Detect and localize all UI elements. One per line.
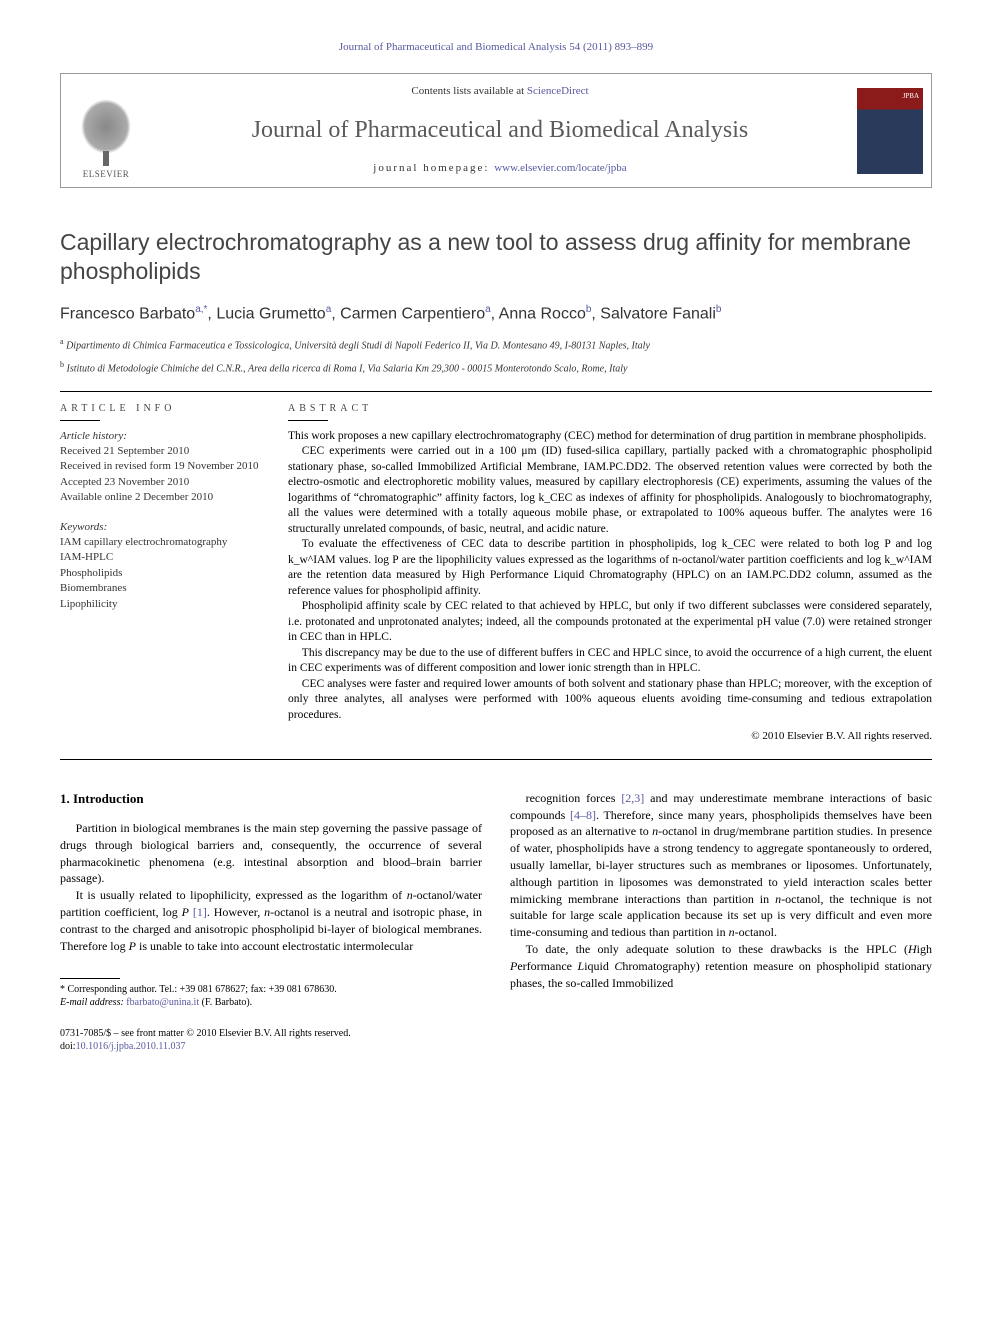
email-who: (F. Barbato). xyxy=(202,997,253,1008)
section-divider xyxy=(60,759,932,760)
corresponding-footnote: * Corresponding author. Tel.: +39 081 67… xyxy=(60,983,482,1009)
author-list: Francesco Barbatoa,*, Lucia Grumettoa, C… xyxy=(60,303,932,326)
email-address[interactable]: fbarbato@unina.it xyxy=(126,997,199,1008)
article-info-column: article info Article history: Received 2… xyxy=(60,402,260,745)
email-line: E-mail address: fbarbato@unina.it (F. Ba… xyxy=(60,996,482,1009)
abstract-paragraph: Phospholipid affinity scale by CEC relat… xyxy=(288,599,932,646)
doi-value[interactable]: 10.1016/j.jpba.2010.11.037 xyxy=(76,1041,186,1052)
elsevier-label: ELSEVIER xyxy=(71,168,141,181)
abstract-paragraph: CEC experiments were carried out in a 10… xyxy=(288,444,932,537)
keyword: Phospholipids xyxy=(60,566,260,581)
body-paragraph: To date, the only adequate solution to t… xyxy=(510,941,932,991)
journal-cover-thumb xyxy=(857,88,923,174)
contents-prefix: Contents lists available at xyxy=(411,85,526,97)
mini-rule xyxy=(288,420,328,421)
keyword: Lipophilicity xyxy=(60,597,260,612)
abstract-paragraph: This work proposes a new capillary elect… xyxy=(288,429,932,445)
cover-thumb-cell xyxy=(849,74,931,186)
body-column-left: 1. Introduction Partition in biological … xyxy=(60,790,482,1054)
article-info-label: article info xyxy=(60,402,260,416)
abstract-paragraph: To evaluate the effectiveness of CEC dat… xyxy=(288,537,932,599)
mini-rule xyxy=(60,420,100,421)
homepage-label: journal homepage: xyxy=(373,162,494,174)
affiliation: b Istituto di Metodologie Chimiche del C… xyxy=(60,359,932,376)
abstract-column: abstract This work proposes a new capill… xyxy=(288,402,932,745)
running-citation: Journal of Pharmaceutical and Biomedical… xyxy=(60,40,932,55)
body-column-right: recognition forces [2,3] and may underes… xyxy=(510,790,932,1054)
info-abstract-row: article info Article history: Received 2… xyxy=(60,402,932,745)
keyword: IAM-HPLC xyxy=(60,550,260,565)
affiliation: a Dipartimento di Chimica Farmaceutica e… xyxy=(60,336,932,353)
keyword: IAM capillary electrochromatography xyxy=(60,535,260,550)
elsevier-tree-icon xyxy=(81,99,131,154)
elsevier-logo: ELSEVIER xyxy=(71,99,141,179)
abstract-paragraph: This discrepancy may be due to the use o… xyxy=(288,646,932,677)
article-title: Capillary electrochromatography as a new… xyxy=(60,228,932,286)
abstract-paragraph: CEC analyses were faster and required lo… xyxy=(288,677,932,724)
bottom-meta: 0731-7085/$ – see front matter © 2010 El… xyxy=(60,1027,482,1053)
journal-title: Journal of Pharmaceutical and Biomedical… xyxy=(155,114,845,148)
keywords-block: Keywords: IAM capillary electrochromatog… xyxy=(60,520,260,612)
history-item: Accepted 23 November 2010 xyxy=(60,475,260,490)
contents-line: Contents lists available at ScienceDirec… xyxy=(155,84,845,99)
doi-line: doi:10.1016/j.jpba.2010.11.037 xyxy=(60,1040,482,1053)
issn-line: 0731-7085/$ – see front matter © 2010 El… xyxy=(60,1027,482,1040)
sciencedirect-link[interactable]: ScienceDirect xyxy=(527,85,589,97)
history-item: Received 21 September 2010 xyxy=(60,444,260,459)
history-item: Received in revised form 19 November 201… xyxy=(60,459,260,474)
footnote-rule xyxy=(60,978,120,979)
body-paragraph: Partition in biological membranes is the… xyxy=(60,820,482,887)
body-columns: 1. Introduction Partition in biological … xyxy=(60,790,932,1054)
homepage-line: journal homepage: www.elsevier.com/locat… xyxy=(155,161,845,176)
publisher-logo-cell: ELSEVIER xyxy=(61,74,151,186)
abstract-copyright: © 2010 Elsevier B.V. All rights reserved… xyxy=(288,729,932,744)
body-paragraph: recognition forces [2,3] and may underes… xyxy=(510,790,932,941)
keyword: Biomembranes xyxy=(60,581,260,596)
journal-header: ELSEVIER Contents lists available at Sci… xyxy=(60,73,932,187)
abstract-text: This work proposes a new capillary elect… xyxy=(288,429,932,724)
article-history: Article history: Received 21 September 2… xyxy=(60,429,260,506)
intro-heading: 1. Introduction xyxy=(60,790,482,808)
abstract-label: abstract xyxy=(288,402,932,416)
homepage-link[interactable]: www.elsevier.com/locate/jpba xyxy=(494,162,626,174)
header-center: Contents lists available at ScienceDirec… xyxy=(151,74,849,186)
history-heading: Article history: xyxy=(60,429,260,444)
corresponding-line: * Corresponding author. Tel.: +39 081 67… xyxy=(60,983,482,996)
affiliations: a Dipartimento di Chimica Farmaceutica e… xyxy=(60,336,932,377)
doi-label: doi: xyxy=(60,1041,76,1052)
section-divider xyxy=(60,391,932,392)
body-paragraph: It is usually related to lipophilicity, … xyxy=(60,887,482,954)
history-item: Available online 2 December 2010 xyxy=(60,490,260,505)
keywords-heading: Keywords: xyxy=(60,520,260,535)
email-label: E-mail address: xyxy=(60,997,124,1008)
